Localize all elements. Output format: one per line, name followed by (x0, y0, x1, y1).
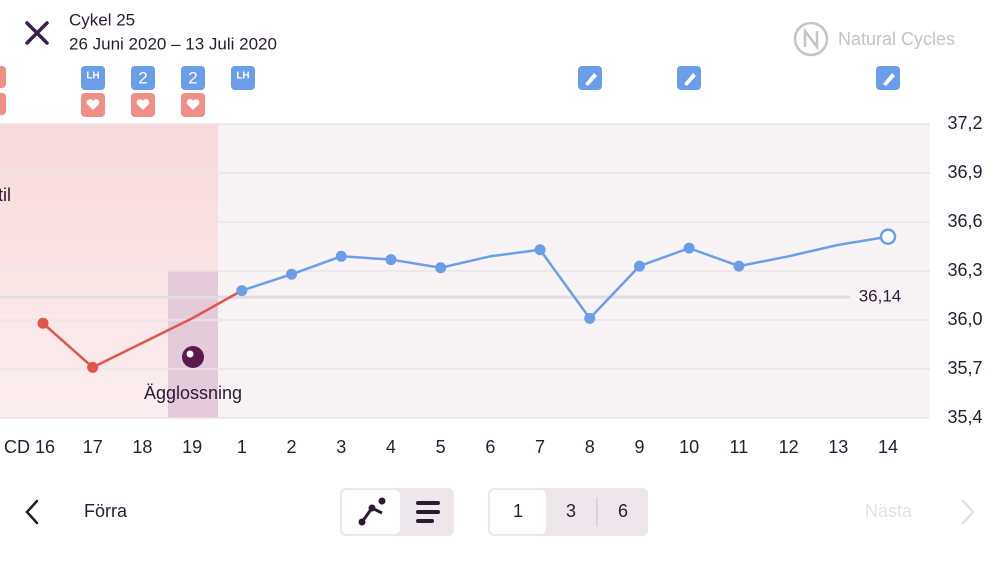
next-button[interactable]: Nästa (865, 501, 913, 521)
data-point (534, 244, 546, 256)
list-view-button[interactable] (416, 501, 440, 523)
y-tick-label: 35,4 (947, 407, 982, 427)
reference-label: 36,14 (859, 287, 902, 306)
data-point (683, 242, 695, 254)
fertile-label: til (0, 185, 11, 205)
x-tick-label: 3 (336, 437, 346, 457)
y-tick-label: 36,9 (947, 162, 982, 182)
graph-view-button[interactable] (342, 490, 400, 534)
y-tick-label: 37,2 (947, 113, 982, 133)
x-tick-label: 8 (585, 437, 595, 457)
data-point (879, 228, 897, 245)
x-tick-label: 14 (878, 437, 898, 457)
brand-name: Natural Cycles (838, 29, 955, 49)
x-tick-label: 11 (730, 437, 749, 457)
data-point (87, 361, 99, 373)
ovulation-icon (182, 346, 204, 368)
y-tick-label: 36,6 (947, 211, 982, 231)
badge: LH (236, 71, 249, 82)
icons (0, 66, 900, 117)
ovulation-band (168, 270, 218, 418)
y-tick-label: 36,0 (947, 309, 982, 329)
data-point (335, 250, 347, 262)
data-point (37, 317, 49, 329)
x-tick-label: 1 (237, 437, 247, 457)
series-line (241, 235, 889, 320)
period-selected (490, 490, 546, 534)
x-tick-label: 9 (634, 437, 644, 457)
x-tick-label: 5 (436, 437, 446, 457)
x-tick-label: 12 (779, 437, 799, 457)
x-tick-label: 13 (828, 437, 848, 457)
x-tick-label: 4 (386, 437, 396, 457)
x-tick-label: 2 (287, 437, 297, 457)
x-tick-label: 17 (83, 437, 103, 457)
data-point (435, 262, 447, 274)
cycle-dates: 26 Juni 2020 – 13 Juli 2020 (69, 34, 277, 53)
series-line (42, 289, 243, 369)
data-point (236, 285, 248, 297)
data-point (584, 312, 596, 324)
y-tick-label: 35,7 (947, 358, 982, 378)
x-tick-label: CD 16 (4, 437, 55, 457)
close-button[interactable] (25, 21, 49, 45)
ovulation-icon-dot (186, 350, 194, 358)
x-tick-label: 19 (182, 437, 202, 457)
x-tick-label: 18 (132, 437, 152, 457)
badge: LH (86, 71, 99, 82)
data-point (633, 260, 645, 272)
ovulation-label: Ägglossning (144, 383, 242, 403)
period-button[interactable]: 6 (618, 501, 628, 521)
x-tick-label: 10 (679, 437, 699, 457)
badge: 2 (188, 68, 197, 87)
brand-logo (793, 21, 829, 57)
data-point (385, 254, 397, 266)
data-point (733, 260, 745, 272)
y-tick-label: 36,3 (947, 260, 982, 280)
x-tick-label: 7 (535, 437, 545, 457)
cycle-title: Cykel 25 (69, 10, 135, 29)
x-tick-label: 6 (485, 437, 495, 457)
prev-button[interactable]: Förra (84, 501, 128, 521)
period-button[interactable]: 3 (566, 501, 576, 521)
data-point (286, 268, 298, 280)
prev-arrow[interactable] (25, 499, 39, 525)
next-arrow[interactable] (961, 499, 975, 525)
badge: 2 (138, 68, 147, 87)
period-button[interactable]: 1 (513, 501, 523, 521)
